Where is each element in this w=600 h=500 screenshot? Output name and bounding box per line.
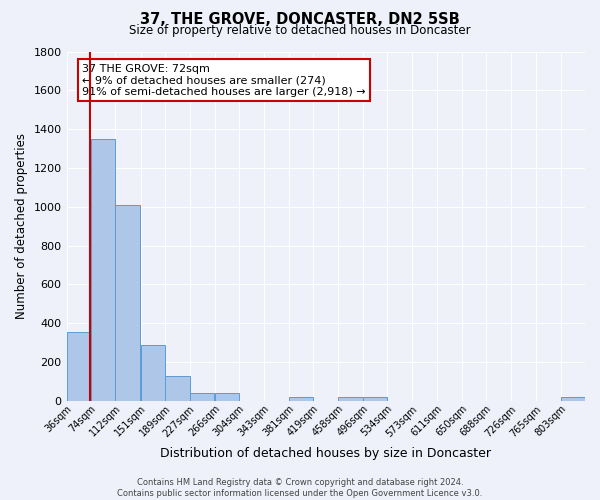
Bar — [140, 344, 165, 401]
Bar — [91, 139, 115, 401]
Bar — [67, 332, 91, 401]
Bar — [190, 393, 214, 401]
Bar — [215, 393, 239, 401]
Y-axis label: Number of detached properties: Number of detached properties — [15, 133, 28, 319]
Bar — [560, 397, 585, 401]
Text: Contains HM Land Registry data © Crown copyright and database right 2024.
Contai: Contains HM Land Registry data © Crown c… — [118, 478, 482, 498]
Text: Size of property relative to detached houses in Doncaster: Size of property relative to detached ho… — [129, 24, 471, 37]
Text: 37 THE GROVE: 72sqm
← 9% of detached houses are smaller (274)
91% of semi-detach: 37 THE GROVE: 72sqm ← 9% of detached hou… — [82, 64, 366, 97]
Bar — [338, 397, 363, 401]
Bar — [289, 397, 313, 401]
Bar — [115, 205, 140, 401]
Bar — [363, 397, 387, 401]
Bar — [165, 376, 190, 401]
Text: 37, THE GROVE, DONCASTER, DN2 5SB: 37, THE GROVE, DONCASTER, DN2 5SB — [140, 12, 460, 28]
X-axis label: Distribution of detached houses by size in Doncaster: Distribution of detached houses by size … — [160, 447, 491, 460]
